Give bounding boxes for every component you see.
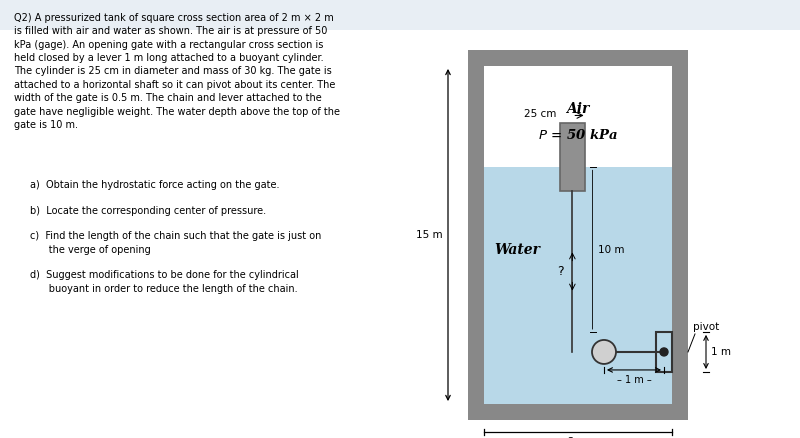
Text: 15 m: 15 m: [416, 230, 443, 240]
Text: c)  Find the length of the chain such that the gate is just on
      the verge o: c) Find the length of the chain such tha…: [30, 231, 322, 254]
Bar: [484, 167, 672, 404]
Text: 1 m: 1 m: [711, 347, 731, 357]
Text: ?: ?: [557, 265, 564, 278]
Bar: [656, 332, 672, 372]
Text: pivot: pivot: [693, 322, 719, 332]
Text: $P$ = 50 kPa: $P$ = 50 kPa: [538, 128, 618, 142]
Text: 2 m: 2 m: [568, 437, 588, 438]
Text: Q2) A pressurized tank of square cross section area of 2 m × 2 m
is filled with : Q2) A pressurized tank of square cross s…: [14, 13, 340, 130]
Text: b)  Locate the corresponding center of pressure.: b) Locate the corresponding center of pr…: [30, 206, 266, 216]
Text: Air: Air: [566, 102, 590, 116]
Text: a)  Obtain the hydrostatic force acting on the gate.: a) Obtain the hydrostatic force acting o…: [30, 180, 279, 190]
Circle shape: [592, 340, 616, 364]
Bar: [560, 124, 585, 191]
Bar: [468, 50, 688, 420]
Text: d)  Suggest modifications to be done for the cylindrical
      buoyant in order : d) Suggest modifications to be done for …: [30, 270, 298, 293]
Text: Water: Water: [494, 243, 540, 257]
Circle shape: [660, 348, 668, 356]
Text: 25 cm: 25 cm: [524, 110, 556, 120]
Text: – 1 m –: – 1 m –: [617, 375, 651, 385]
Text: 10 m: 10 m: [598, 245, 624, 254]
Bar: [484, 66, 672, 404]
